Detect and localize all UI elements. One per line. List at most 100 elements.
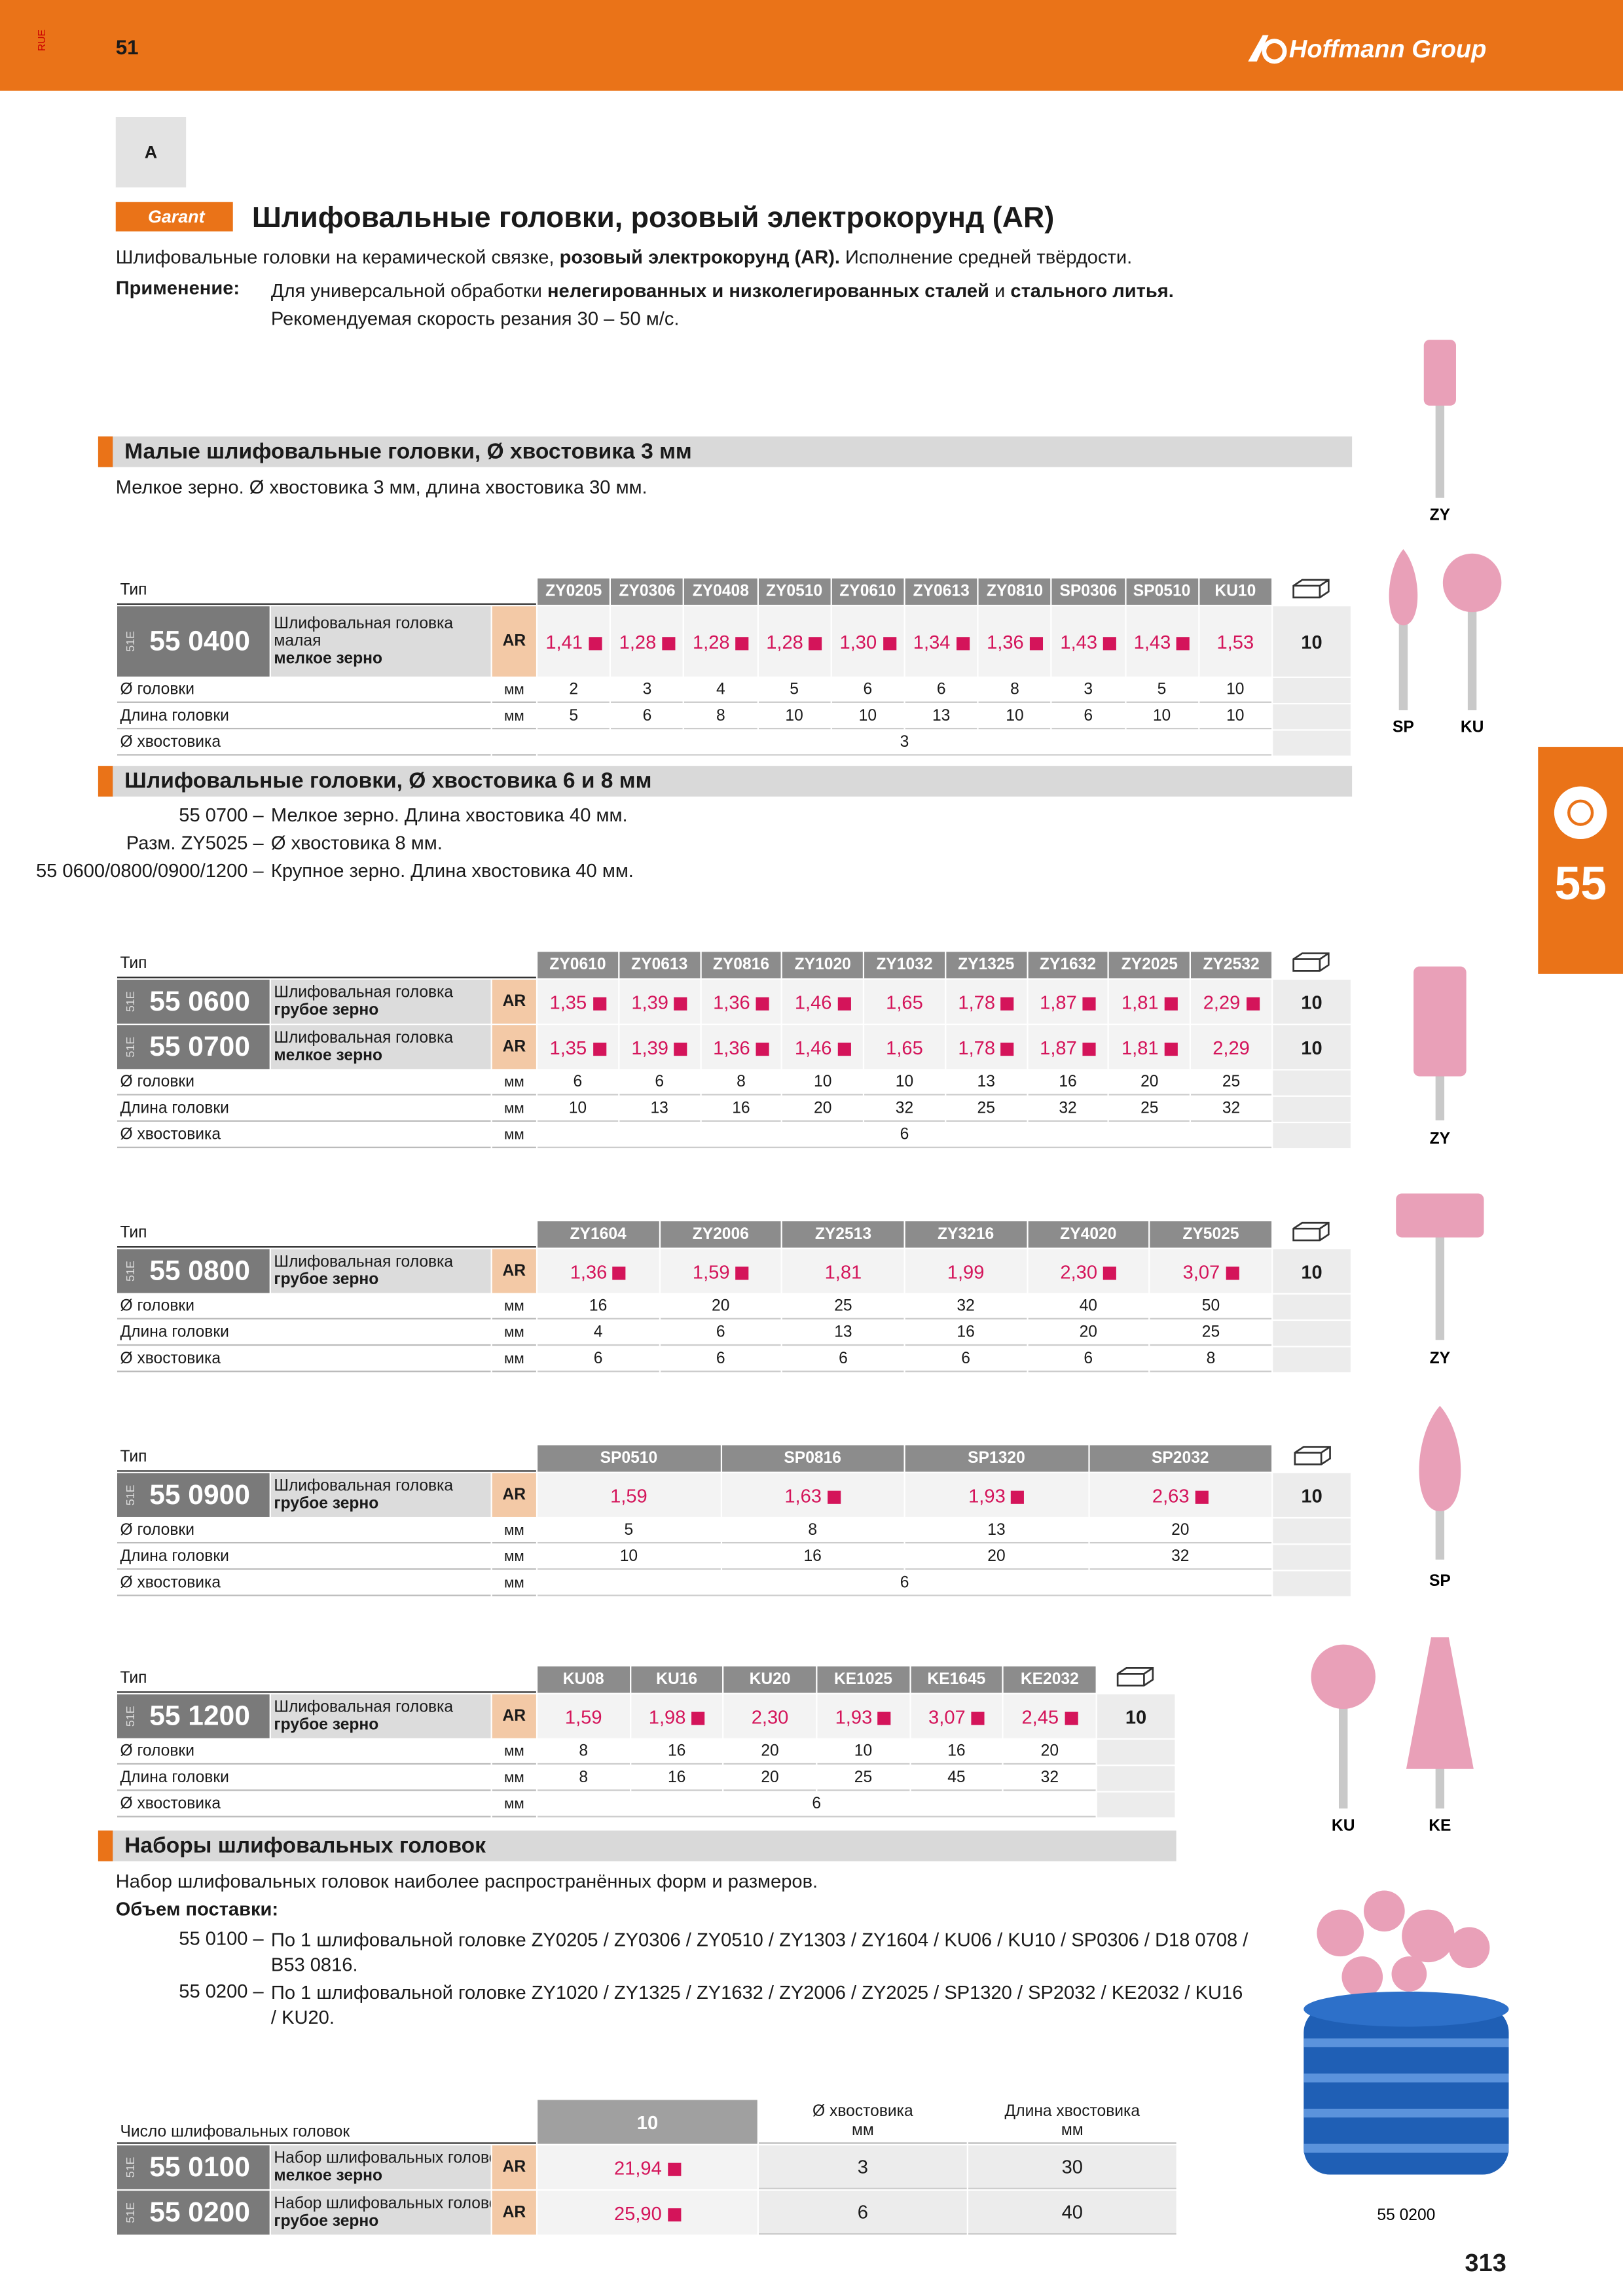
pack-qty: 10 — [1273, 1473, 1351, 1517]
header-row: Тип ZY1604 ZY2006 ZY2513 ZY3216 ZY4020 ZY5025 — [117, 1221, 1351, 1248]
pack-icon — [1097, 1666, 1175, 1693]
dimension-value: 10 — [1199, 704, 1271, 730]
price-cell: 1,78 — [946, 1025, 1027, 1069]
page-title: Шлифовальные головки, розовый электрокор… — [251, 202, 1055, 234]
price-cell: 1,46 — [782, 979, 864, 1024]
price: 2,30 — [1060, 1260, 1098, 1282]
image-label: ZY — [1430, 1350, 1451, 1367]
price-cell: 21,94 — [538, 2145, 757, 2189]
price: 1,43 — [1060, 630, 1098, 653]
dimension-label: Длина головки — [117, 1766, 491, 1791]
price-cell: 2,45 — [1004, 1694, 1096, 1738]
set-text: По 1 шлифовальной головке ZY1020 / ZY132… — [270, 1981, 1243, 2028]
dimension-value: 10 — [978, 704, 1051, 730]
price: 1,65 — [886, 990, 923, 1013]
price-marker — [827, 1490, 841, 1503]
order-code: 55 0800 — [149, 1255, 250, 1287]
count-label: Число шлифовальных головок — [117, 2100, 536, 2144]
price-marker — [756, 996, 769, 1010]
side-tab: 55 — [1538, 747, 1623, 974]
dimension-label: Ø хвостовика — [117, 730, 491, 756]
price-cell: 1,35 — [538, 979, 618, 1024]
price: 1,93 — [835, 1705, 873, 1728]
desc-line: мелкое зерно — [274, 650, 383, 668]
price-cell: 1,59 — [660, 1249, 782, 1293]
grinding-head — [1389, 549, 1418, 626]
dimension-row: Ø хвостовика мм 6 — [117, 1571, 1351, 1596]
price-marker — [691, 1711, 705, 1725]
dimension-value: 8 — [538, 1766, 630, 1791]
grade: AR — [492, 2191, 536, 2235]
intro-text: Шлифовальные головки на керамической свя… — [115, 245, 560, 268]
price: 1,28 — [619, 630, 657, 653]
dimension-value: 6 — [538, 1123, 1271, 1149]
price-marker — [593, 996, 606, 1010]
type-code: KU10 — [1199, 578, 1271, 605]
dimension-value: 16 — [630, 1740, 723, 1765]
type-code: KE2032 — [1004, 1666, 1096, 1693]
desc-line: Шлифовальная головка — [274, 1029, 454, 1047]
desc-line: грубое зерно — [274, 1001, 379, 1020]
price-cell: 25,90 — [538, 2191, 757, 2235]
dimension-label: Ø хвостовика — [117, 1123, 491, 1149]
dimension-value: 16 — [701, 1097, 782, 1122]
dimension-label: Длина головки — [117, 704, 491, 730]
type-code: KE1645 — [910, 1666, 1003, 1693]
dimension-value: 16 — [721, 1545, 904, 1570]
box-icon — [1293, 952, 1330, 972]
header-row: Число шлифовальных головок 10 Ø хвостовика… — [117, 2100, 1176, 2144]
price-cell: 1,28 — [611, 606, 684, 677]
dimension-value: 8 — [721, 1518, 904, 1544]
pack-empty — [1273, 1571, 1351, 1596]
dimension-value: 6 — [660, 1347, 782, 1372]
dimension-value: 20 — [1109, 1071, 1190, 1096]
dimension-value: 32 — [905, 1295, 1027, 1319]
pack-empty — [1273, 730, 1351, 756]
price: 1,36 — [987, 630, 1024, 653]
set-code: 55 0100 – — [179, 1927, 264, 1949]
order-number: 51E 55 1200 — [117, 1694, 270, 1738]
price-cell: 1,99 — [905, 1249, 1027, 1293]
price-cell: 1,63 — [721, 1473, 904, 1517]
order-number: 51E 55 0200 — [117, 2191, 270, 2235]
header-row: Тип ZY0610 ZY0613 ZY0816 ZY1020 ZY1032 ZY1325 Z… — [117, 952, 1351, 978]
dimension-label: Ø головки — [117, 678, 491, 703]
grade: AR — [492, 1249, 536, 1293]
length: 30 — [968, 2145, 1176, 2189]
box-icon — [1117, 1667, 1155, 1687]
type-code: KU08 — [538, 1666, 630, 1693]
dimension-value: 6 — [619, 1071, 700, 1096]
holder-top — [1304, 1991, 1509, 2027]
price-marker — [1000, 1041, 1015, 1056]
dimension-label: Ø головки — [117, 1518, 491, 1544]
pack-qty: 10 — [1273, 1025, 1351, 1069]
order-prefix: 51E — [124, 631, 137, 652]
dimension-value: 25 — [946, 1097, 1027, 1122]
set-row: 51E 55 0100 Набор шлифовальных головок мелк… — [117, 2145, 1176, 2189]
section-heading: Малые шлифовальные головки, Ø хвостовика… — [98, 436, 1353, 467]
dimension-row: Ø головки мм 5 8 13 20 — [117, 1518, 1351, 1544]
type-code: KU20 — [723, 1666, 816, 1693]
page-number: 313 — [1465, 2249, 1506, 2278]
desc-line: Шлифовальная головка — [274, 1698, 454, 1717]
application-text: нелегированных и низколегированных стале… — [547, 279, 989, 302]
dimension-value: 13 — [905, 1518, 1088, 1544]
order-prefix: 51E — [124, 1261, 137, 1282]
shank: 6 — [759, 2191, 967, 2235]
dimension-value: 20 — [723, 1740, 816, 1765]
price: 1,78 — [958, 1035, 996, 1058]
note-text: Ø хвостовика 8 мм. — [270, 831, 443, 854]
price: 1,81 — [1121, 1035, 1159, 1058]
desc-line: Шлифовальная головка — [274, 984, 454, 1002]
price-marker — [593, 1041, 606, 1056]
dimension-unit: мм — [492, 1740, 536, 1765]
dimension-label: Длина головки — [117, 1097, 491, 1122]
length: 40 — [968, 2191, 1176, 2235]
order-code: 55 1200 — [149, 1700, 250, 1732]
shank — [1435, 1505, 1445, 1560]
dimension-value: 10 — [1125, 704, 1198, 730]
price-marker — [837, 996, 851, 1010]
price: 1,63 — [784, 1484, 822, 1507]
dimension-value: 45 — [910, 1766, 1003, 1791]
image-caption: 55 0200 — [1377, 2206, 1435, 2224]
